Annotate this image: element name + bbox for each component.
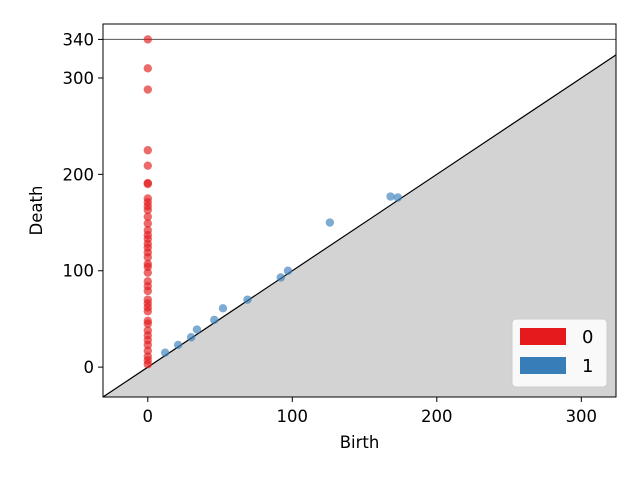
point-h0 <box>143 179 152 189</box>
point-h1 <box>173 340 183 350</box>
y-axis: 0 100 200 300 340 <box>63 30 103 377</box>
x-tick-label: 200 <box>421 407 453 426</box>
point-h0 <box>143 319 152 328</box>
point-h0 <box>143 35 152 44</box>
point-h0 <box>143 307 152 316</box>
point-h0 <box>143 262 152 272</box>
y-tick-label: 200 <box>63 165 95 184</box>
legend-swatch <box>520 357 566 374</box>
point-h0 <box>143 286 152 296</box>
x-tick-label: 300 <box>566 407 598 426</box>
y-tick-label: 100 <box>63 262 95 281</box>
point-h0 <box>143 340 152 350</box>
x-axis-label: Birth <box>340 433 380 452</box>
point-h0 <box>143 205 152 215</box>
point-h1 <box>160 348 170 357</box>
point-h0 <box>143 161 152 170</box>
y-tick-label: 300 <box>63 69 95 88</box>
point-h1 <box>325 218 335 227</box>
plot-area <box>103 35 616 397</box>
x-tick-label: 0 <box>143 407 154 426</box>
point-h0 <box>143 268 152 277</box>
point-h1 <box>393 193 402 202</box>
point-h0 <box>143 219 152 228</box>
point-h1 <box>186 333 196 342</box>
legend: 01 <box>511 318 608 388</box>
point-h1 <box>210 315 219 325</box>
point-h0 <box>143 146 152 155</box>
point-h1 <box>276 273 285 282</box>
point-h1 <box>218 304 228 313</box>
point-h1 <box>192 325 202 334</box>
y-tick-label: 0 <box>84 358 95 377</box>
legend-label: 0 <box>582 327 593 348</box>
y-axis-label: Death <box>27 186 46 236</box>
legend-label: 1 <box>582 356 593 377</box>
point-h0 <box>143 360 152 369</box>
point-h0 <box>143 85 152 94</box>
y-tick-label: 340 <box>63 30 95 49</box>
point-h1 <box>243 295 252 304</box>
x-axis: 0 100 200 300 <box>143 397 598 426</box>
point-h1 <box>283 266 293 275</box>
point-h0 <box>143 346 152 355</box>
point-h0 <box>143 64 152 73</box>
plot-frame <box>102 23 617 398</box>
x-tick-label: 100 <box>277 407 309 426</box>
legend-swatch <box>520 328 566 345</box>
point-h0 <box>143 253 152 262</box>
point-h0 <box>143 212 152 221</box>
point-h1 <box>386 192 395 201</box>
